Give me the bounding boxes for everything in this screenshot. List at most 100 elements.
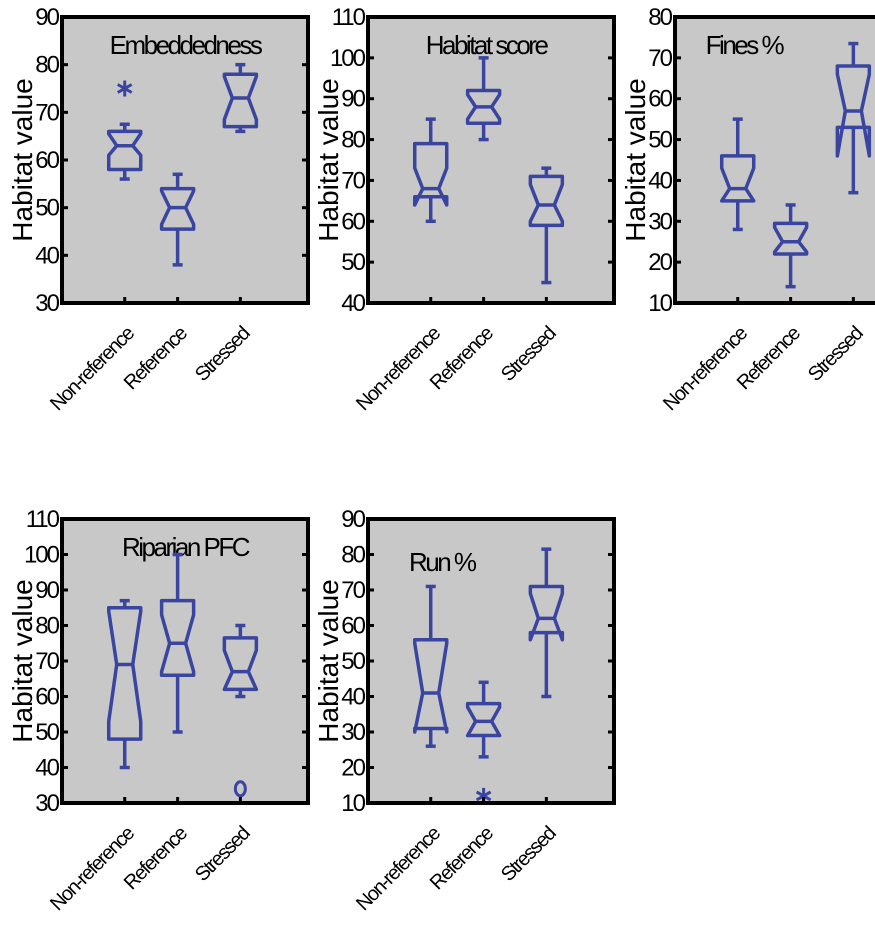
chart-panel-5: 10 20 30 40 50 60 70 80 90 Run % Habitat value Non-… (313, 506, 616, 915)
y-axis-label: Habitat value (313, 579, 344, 742)
y-tick-label: 20 (648, 249, 672, 276)
y-tick-label: 20 (341, 755, 365, 782)
y-tick-label: 60 (648, 86, 672, 113)
y-tick-label: 30 (35, 790, 59, 817)
chart-panel-2: 40 50 60 70 80 90 100 110 Habitat score Habitat v… (313, 4, 616, 415)
y-tick-label: 50 (341, 249, 365, 276)
notched-box (159, 186, 196, 231)
outlier-circle (233, 780, 247, 798)
y-tick-label: 40 (341, 684, 365, 711)
y-tick-label: 50 (35, 195, 59, 222)
y-tick-label: 90 (35, 4, 59, 31)
outlier-star (116, 80, 133, 97)
y-tick-label: 70 (35, 99, 59, 126)
plot-frame (366, 15, 616, 305)
notched-box (465, 88, 502, 125)
category-label: Stressed (191, 323, 254, 386)
notched-box (772, 221, 809, 256)
y-tick-label: 80 (341, 127, 365, 154)
y-tick-label: 110 (26, 506, 60, 533)
y-tick-label: 10 (341, 790, 365, 817)
plot-frame (366, 517, 616, 805)
plot-frame (60, 15, 310, 305)
y-axis-label: Habitat value (313, 78, 344, 241)
box-reference (159, 552, 196, 734)
y-tick-label: 90 (341, 506, 365, 533)
box-non-reference (106, 80, 143, 181)
box-stressed (222, 623, 259, 798)
y-tick-label: 80 (35, 52, 59, 79)
y-tick-label: 80 (341, 542, 365, 569)
notched-box (106, 606, 143, 741)
notched-box (528, 584, 565, 642)
y-tick-label: 10 (648, 290, 672, 317)
box-non-reference (719, 117, 756, 232)
box-reference (465, 56, 502, 142)
y-tick-label: 100 (24, 542, 60, 569)
y-tick-label: 30 (341, 719, 365, 746)
y-tick-label: 80 (35, 613, 59, 640)
chart-title: Fines % (706, 30, 785, 60)
y-tick-label: 40 (341, 290, 365, 317)
y-tick-label: 110 (332, 4, 366, 31)
y-tick-label: 50 (341, 648, 365, 675)
y-axis-label: Habitat value (7, 78, 38, 241)
y-tick-label: 70 (341, 577, 365, 604)
chart-title: Embeddedness (110, 30, 263, 60)
notched-box (465, 701, 502, 738)
chart-title: Habitat score (426, 30, 549, 60)
box-reference (159, 172, 196, 267)
y-tick-label: 70 (341, 167, 365, 194)
category-label: Non-reference (46, 322, 139, 415)
box-non-reference (412, 117, 449, 224)
notched-box (835, 64, 872, 158)
y-tick-label: 60 (341, 208, 365, 235)
box-stressed (528, 547, 565, 699)
y-tick-label: 60 (35, 684, 59, 711)
category-label: Non-reference (352, 322, 445, 415)
y-tick-label: 90 (35, 577, 59, 604)
chart-panel-3: 10 20 30 40 50 60 70 80 Fines % Habitat value Non-… (620, 4, 875, 415)
notched-box (222, 72, 259, 129)
category-label: Stressed (497, 823, 560, 886)
y-tick-label: 80 (648, 4, 672, 31)
plot-frame (673, 15, 875, 305)
y-tick-label: 30 (35, 290, 59, 317)
plot-frame (60, 517, 310, 805)
notched-box (222, 636, 259, 692)
plot-area (62, 519, 308, 803)
box-reference (772, 203, 809, 289)
y-tick-label: 70 (35, 648, 59, 675)
notched-box (159, 598, 196, 677)
y-tick-label: 50 (648, 127, 672, 154)
plot-area (62, 17, 308, 303)
notched-box (412, 141, 449, 207)
plot-area (368, 17, 614, 303)
category-label: Non-reference (46, 822, 139, 915)
y-axis-label: Habitat value (620, 78, 651, 241)
box-stressed (835, 41, 872, 195)
box-non-reference (106, 598, 143, 770)
y-axis-label: Habitat value (7, 579, 38, 742)
category-label: Stressed (191, 823, 254, 886)
y-tick-label: 90 (341, 86, 365, 113)
y-tick-label: 40 (648, 167, 672, 194)
y-tick-label: 40 (35, 242, 59, 269)
notched-box (719, 154, 756, 203)
y-tick-label: 70 (648, 45, 672, 72)
chart-panel-1: 30 40 50 60 70 80 90 Embeddedness Habitat value N… (7, 4, 310, 415)
y-tick-label: 100 (330, 45, 366, 72)
chart-panel-4: 30 40 50 60 70 80 90 100 110 Riparian PFC Habitat … (7, 506, 310, 915)
notched-box (412, 637, 449, 734)
category-label: Non-reference (352, 822, 445, 915)
y-tick-label: 30 (648, 208, 672, 235)
y-tick-label: 60 (35, 147, 59, 174)
y-tick-label: 40 (35, 755, 59, 782)
box-non-reference (412, 584, 449, 748)
y-tick-label: 50 (35, 719, 59, 746)
category-label: Non-reference (659, 322, 752, 415)
notched-box (528, 174, 565, 228)
chart-title: Riparian PFC (122, 532, 250, 562)
chart-title: Run % (409, 547, 477, 577)
